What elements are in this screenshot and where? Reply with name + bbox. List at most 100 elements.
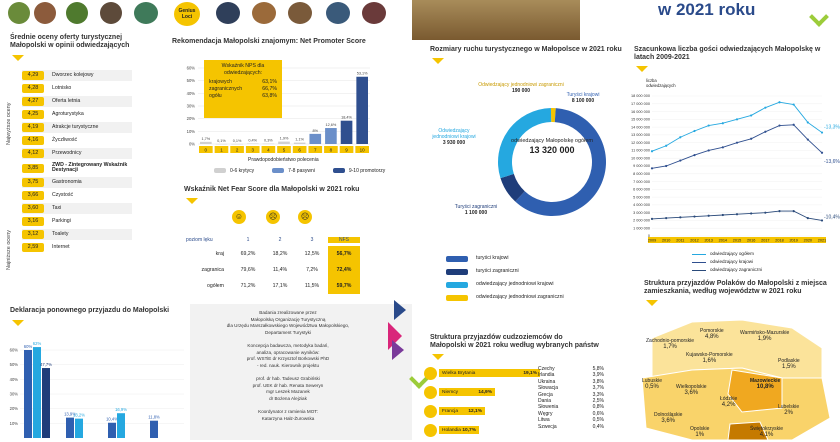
data-point: [820, 219, 824, 222]
donut-slice: [550, 108, 556, 123]
tick-label: 8 000 000: [633, 172, 650, 176]
category-label: 9: [345, 147, 348, 152]
data-point: [792, 210, 795, 213]
region-name: Warmińsko-Mazurskie: [740, 330, 790, 336]
data-label: 13,2%: [73, 413, 85, 418]
country-value: 5,8%: [592, 366, 604, 372]
nps-row-label: zagranicznych: [209, 86, 243, 92]
data-point: [665, 164, 668, 168]
chevron-down-icon: [646, 300, 658, 306]
region-label: Wielkopolskie 3,6%: [676, 384, 707, 396]
data-point: [806, 138, 809, 141]
photo-circle: [34, 2, 56, 24]
data-point: [820, 151, 824, 154]
region-value: 4,2%: [721, 402, 736, 408]
x-tick-label: 2014: [719, 239, 727, 243]
revisit-title: Deklaracja ponownego przyjazdu do Małopo…: [10, 307, 170, 314]
x-tick-label: 2013: [704, 239, 712, 243]
country-value: 10,7%: [462, 427, 476, 433]
nps-box: Wskaźnik NPS dla odwiedzających: krajowy…: [204, 60, 282, 118]
x-axis-band: [648, 237, 826, 243]
nfs-cell: 11,5%: [304, 283, 320, 289]
rating-row: 4,29 Dworzec kolejowy: [22, 70, 132, 81]
center-total: 13 320 000: [529, 145, 575, 155]
ratings-list: 4,29 Dworzec kolejowy 4,28 Lotnisko 4,27 Ofer…: [22, 70, 132, 255]
rating-label: Lotnisko: [52, 84, 72, 91]
data-point: [679, 216, 682, 219]
category-badge: [308, 146, 323, 153]
region-name: Zachodnio-pomorskie: [646, 338, 695, 344]
chevron-down-icon: [186, 198, 198, 204]
region-value: 1%: [695, 432, 705, 438]
legend-item-promoters: 9-10 promotorzy: [332, 168, 385, 174]
data-label: 0,4%: [248, 138, 257, 142]
nps-bar: [200, 141, 212, 144]
tick-label: 20%: [10, 406, 19, 411]
chevron-down-icon: [12, 55, 24, 61]
legend-item: odwiedzający jednodniowi krajowi: [446, 278, 564, 291]
region-label: Lubuskie 0,5%: [642, 378, 662, 390]
tick-label: 10%: [187, 129, 196, 134]
rating-score: 3,75: [22, 178, 44, 187]
nps-bar: [262, 143, 275, 145]
rating-row: 4,16 Życzliwość: [22, 135, 132, 146]
country-value: 0,6%: [592, 410, 604, 417]
nps-legend: 0-6 krytycy 7-8 pasywni 9-10 promotorzy: [214, 168, 385, 174]
data-point: [750, 137, 753, 140]
rating-label: Oferta letnia: [52, 97, 81, 104]
nps-bar: [215, 143, 228, 145]
country-label: Szwecja: [538, 423, 557, 430]
category-badge: [214, 146, 229, 153]
data-point: [693, 129, 696, 133]
legend-label: odwiedzający krajowi: [710, 259, 754, 264]
tick-label: 50%: [10, 362, 19, 367]
data-point: [665, 217, 668, 220]
rating-label: Toalety: [52, 230, 69, 237]
nps-box-title: Wskaźnik NPS dla odwiedzających:: [221, 63, 265, 76]
label-value: 3 930 000: [442, 140, 466, 146]
tick-label: 7 000 000: [633, 180, 650, 184]
rating-row: 2,59 Internet: [22, 242, 132, 253]
foreign-list: Czechy 5,8% Irlandia 3,9% Ukraina 3,8% Słowacj…: [538, 366, 604, 430]
category-badge: [261, 146, 276, 153]
nps-row-value: 63,8%: [262, 93, 277, 99]
foreign-bar: Niemcy 14,9%: [439, 388, 495, 396]
country-value: 3,3%: [592, 391, 604, 398]
region-label: Opolskie 1%: [690, 426, 709, 438]
region-value: 0,5%: [645, 384, 659, 390]
category-label: 3: [251, 147, 254, 152]
nfs-row: kraj 69,2% 18,2% 12,5% 56,7%: [186, 246, 360, 262]
data-point: [735, 213, 739, 216]
nfs-title: Wskaźnik Net Fear Score dla Małopolski w…: [184, 186, 360, 193]
tick-label: 4 000 000: [633, 203, 650, 207]
data-label: 1,1%: [295, 138, 304, 142]
day-dom-label: Odwiedzający jednodniowi krajowi 3 930 0…: [430, 128, 478, 146]
x-tick-label: 2019: [789, 239, 797, 243]
category-badge: [199, 146, 213, 153]
rating-row: 3,66 Czystość: [22, 190, 132, 201]
rating-label: Czystość: [52, 191, 74, 198]
nfs-cell: 11,4%: [272, 267, 288, 273]
region-label: Zachodnio-pomorskie 1,7%: [646, 338, 694, 350]
region-label: Mazowieckie 10,8%: [750, 378, 780, 390]
nfs-row: zagranica 79,6% 11,4% 7,2% 72,4%: [186, 262, 360, 278]
data-point: [735, 118, 739, 121]
nfs-row-label: kraj: [215, 251, 224, 257]
data-label: 1,9%: [280, 137, 289, 141]
foreign-list-row: Czechy 5,8%: [538, 366, 604, 372]
country-value: 3,9%: [592, 372, 604, 379]
region-name: Kujawsko-Pomorskie: [686, 352, 733, 358]
x-tick-label: 2021: [818, 239, 826, 243]
rating-label: Przewodnicy: [52, 149, 82, 156]
country-value: 19,1%: [523, 370, 537, 376]
data-point: [806, 121, 809, 124]
tick-label: 60%: [10, 348, 19, 353]
legend-swatch: [446, 255, 468, 262]
category-badge: [245, 146, 260, 153]
rating-score: 4,25: [22, 110, 44, 119]
rating-row: 4,19 Atrakcje turystyczne: [22, 122, 132, 133]
foreign-bar-row: Francja 12,1%: [424, 404, 540, 418]
annotation: -10,4%: [824, 214, 840, 220]
rating-row: 3,75 Gastronomia: [22, 177, 132, 188]
rating-row: 4,28 Lotnisko: [22, 83, 132, 94]
